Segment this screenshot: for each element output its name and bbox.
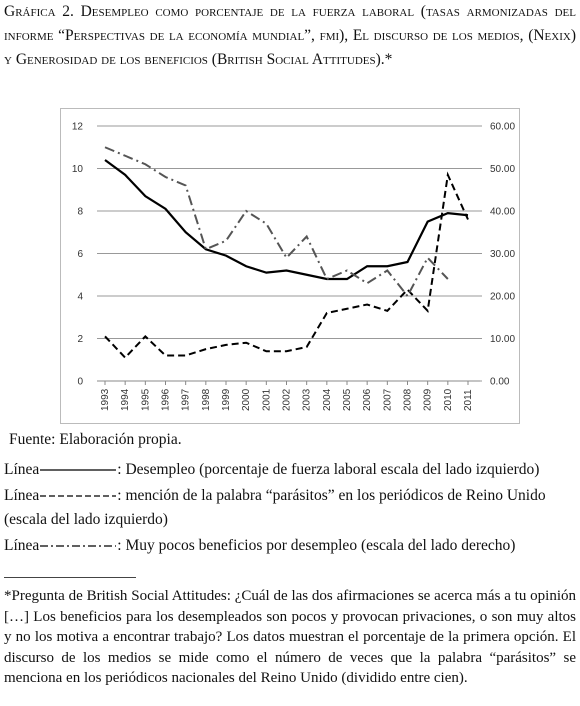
y2-tick-label: 30.00 [490, 249, 515, 260]
legend-entry: Línea: mención de la palabra “parásitos”… [4, 484, 576, 532]
y2-tick-label: 60.00 [490, 122, 515, 133]
x-tick-label: 1997 [181, 388, 192, 411]
legend-label: : Muy pocos beneficios por desempleo (es… [117, 537, 516, 554]
x-tick-label: 1994 [120, 388, 131, 411]
x-tick-label: 2010 [443, 388, 454, 411]
footnote: *Pregunta de British Social Attitudes: ¿… [4, 588, 576, 686]
legend-prefix: Línea [4, 461, 40, 478]
x-tick-label: 2003 [302, 388, 313, 411]
x-tick-label: 2009 [423, 388, 434, 411]
x-tick-label: 2004 [322, 388, 333, 411]
x-tick-label: 2011 [463, 389, 474, 411]
y-tick-label: 12 [72, 122, 84, 133]
legend-swatch [40, 495, 117, 498]
y-tick-label: 6 [77, 249, 83, 260]
x-tick-label: 1996 [161, 388, 172, 411]
y2-tick-label: 50.00 [490, 164, 515, 175]
x-tick-label: 2008 [403, 388, 414, 411]
y-tick-label: 2 [77, 334, 83, 345]
x-tick-label: 2000 [241, 388, 252, 411]
y-tick-label: 4 [77, 292, 83, 303]
y2-tick-label: 40.00 [490, 207, 515, 218]
legend-swatch [40, 469, 117, 472]
y2-tick-label: 20.00 [490, 292, 515, 303]
legend-label: : mención de la palabra “parásitos” en l… [4, 487, 546, 528]
series-line [104, 146, 449, 298]
footnote-rule [4, 577, 136, 578]
series-line [104, 159, 469, 281]
y-tick-label: 0 [77, 377, 83, 388]
y2-tick-label: 0.00 [490, 377, 510, 388]
caption: Gráfica 2. Desempleo como porcentaje de … [4, 3, 576, 68]
chart-frame [60, 108, 520, 424]
y2-tick-label: 10.00 [490, 334, 515, 345]
x-tick-label: 2001 [261, 388, 272, 411]
x-tick-label: 2006 [362, 388, 373, 411]
legend-label: : Desempleo (porcentaje de fuerza labora… [117, 461, 540, 478]
legend-prefix: Línea [4, 487, 40, 504]
x-tick-label: 1998 [201, 388, 212, 411]
x-tick-label: 2002 [282, 388, 293, 411]
series-line [104, 171, 469, 360]
legend-entry: Línea : Desempleo (porcentaje de fuerza l… [4, 458, 576, 482]
x-tick-label: 1999 [221, 388, 232, 411]
legend-entry: Línea : Muy pocos beneficios por desemple… [4, 534, 576, 558]
source: Fuente: Elaboración propia. [9, 431, 182, 448]
legend-prefix: Línea [4, 537, 40, 554]
legend-swatch [40, 545, 117, 548]
x-tick-label: 1995 [140, 388, 151, 411]
x-tick-label: 2005 [342, 388, 353, 411]
x-tick-label: 1993 [100, 388, 111, 411]
y-tick-label: 10 [72, 164, 84, 175]
chart: 0 2 4 6 8 10 12 0.00 10.00 20.00 30.00 40.00 50.00 60… [60, 108, 520, 424]
y-tick-label: 8 [77, 207, 83, 218]
x-tick-label: 2007 [382, 388, 393, 411]
